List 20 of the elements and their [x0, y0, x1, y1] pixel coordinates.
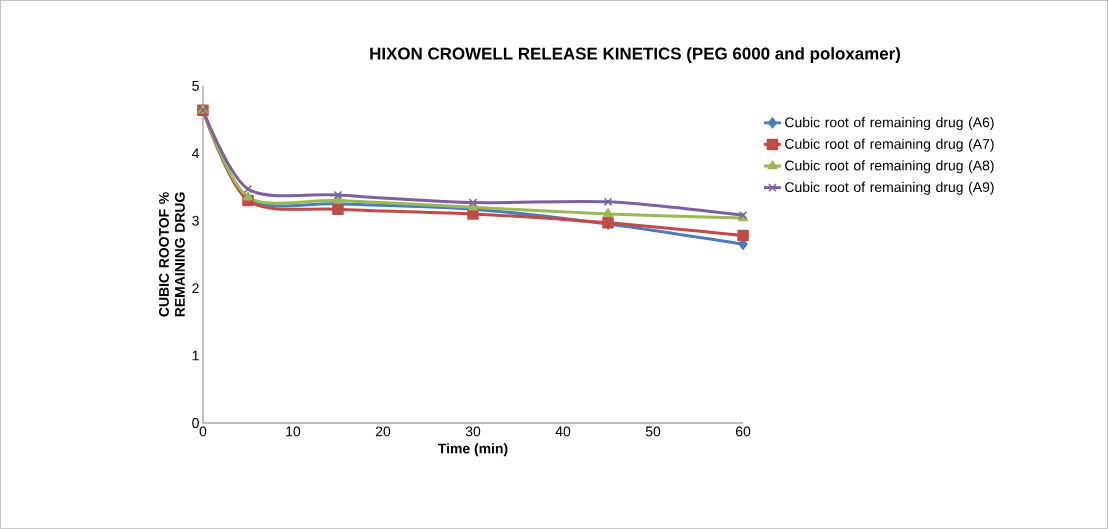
- y-tick-label: 0: [192, 418, 199, 428]
- x-tick-label: 50: [645, 426, 661, 437]
- legend-label: Cubic root of remaining drug (A8): [785, 160, 994, 174]
- legend-label: Cubic root of remaining drug (A7): [785, 138, 994, 152]
- y-tick-label: 3: [192, 215, 199, 226]
- y-axis-title: CUBIC ROOTOF % REMAINING DRUG: [159, 192, 185, 317]
- x-tick-label: 30: [465, 426, 481, 437]
- y-tick-label: 2: [192, 283, 199, 294]
- y-tick-label: 5: [192, 81, 199, 91]
- y-tick-label: 4: [191, 148, 200, 159]
- chart-title: HIXON CROWELL RELEASE KINETICS (PEG 6000 and poloxamer): [370, 47, 901, 63]
- legend-label: Cubic root of remaining drug (A6): [785, 117, 994, 131]
- x-tick-label: 60: [735, 426, 751, 437]
- x-tick-label: 0: [199, 426, 207, 437]
- x-tick-label: 20: [375, 426, 391, 437]
- x-tick-label: 40: [555, 426, 571, 437]
- x-axis-title: Time (min): [438, 443, 508, 457]
- legend-label: Cubic root of remaining drug (A9): [785, 181, 994, 195]
- x-tick-label: 10: [286, 426, 301, 437]
- y-tick-label: 1: [192, 350, 199, 361]
